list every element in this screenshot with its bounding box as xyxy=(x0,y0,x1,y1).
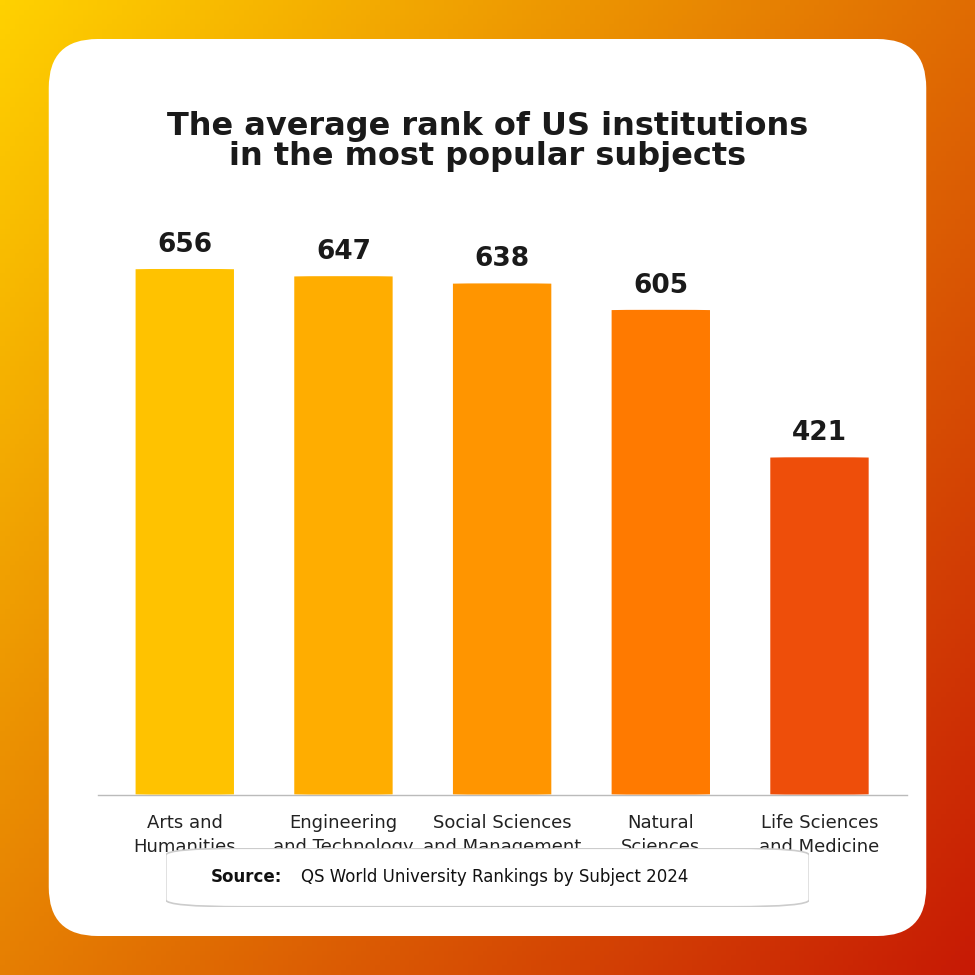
FancyBboxPatch shape xyxy=(453,284,551,795)
Text: The average rank of US institutions: The average rank of US institutions xyxy=(167,111,808,142)
FancyBboxPatch shape xyxy=(294,276,393,795)
Text: Source:: Source: xyxy=(211,869,282,886)
FancyBboxPatch shape xyxy=(49,39,926,936)
Text: QS World University Rankings by Subject 2024: QS World University Rankings by Subject … xyxy=(301,869,688,886)
FancyBboxPatch shape xyxy=(770,457,869,795)
Text: 647: 647 xyxy=(316,239,370,265)
Text: 605: 605 xyxy=(633,273,688,298)
FancyBboxPatch shape xyxy=(136,269,234,795)
Text: 656: 656 xyxy=(157,232,213,257)
FancyBboxPatch shape xyxy=(611,310,710,795)
Text: 638: 638 xyxy=(475,246,529,272)
FancyBboxPatch shape xyxy=(166,848,809,907)
Text: 421: 421 xyxy=(792,420,847,446)
Text: in the most popular subjects: in the most popular subjects xyxy=(229,140,746,172)
